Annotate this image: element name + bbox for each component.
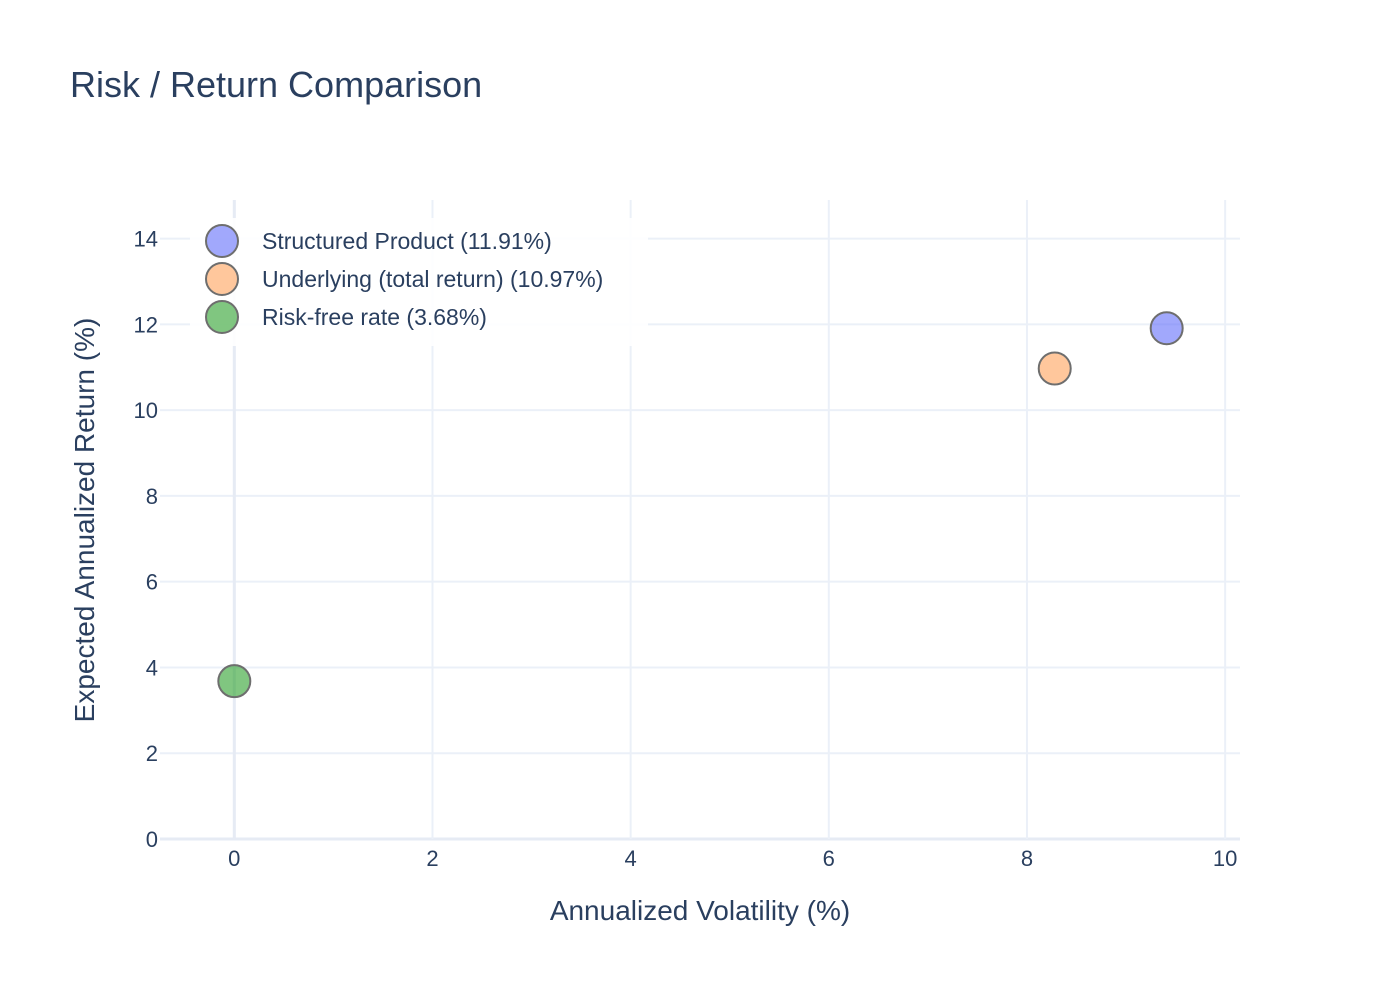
chart-title: Risk / Return Comparison <box>70 64 483 105</box>
y-tick-label: 6 <box>146 570 158 595</box>
data-point[interactable] <box>1037 351 1072 386</box>
y-tick-label: 0 <box>146 827 158 852</box>
legend[interactable]: Structured Product (11.91%) Underlying (t… <box>190 218 648 346</box>
data-points <box>217 311 1184 699</box>
y-tick-label: 4 <box>146 655 158 680</box>
legend-label[interactable]: Structured Product (11.91%) <box>262 228 552 254</box>
x-tick-label: 10 <box>1213 846 1237 871</box>
x-tick-label: 8 <box>1021 846 1033 871</box>
y-axis-title: Expected Annualized Return (%) <box>69 318 100 723</box>
data-point[interactable] <box>1149 311 1184 346</box>
x-axis-title: Annualized Volatility (%) <box>550 895 850 926</box>
y-tick-label: 10 <box>134 398 158 423</box>
x-tick-label: 4 <box>625 846 637 871</box>
legend-label[interactable]: Underlying (total return) (10.97%) <box>262 266 603 292</box>
axes: 0 2 4 6 8 10 12 14 0 2 4 6 8 10 <box>134 227 1238 871</box>
legend-marker[interactable] <box>205 262 239 296</box>
y-tick-label: 14 <box>134 227 158 252</box>
x-tick-label: 6 <box>823 846 835 871</box>
data-point[interactable] <box>217 664 252 699</box>
y-tick-label: 2 <box>146 741 158 766</box>
x-tick-label: 0 <box>228 846 240 871</box>
legend-label[interactable]: Risk-free rate (3.68%) <box>262 304 487 330</box>
legend-background <box>190 218 648 346</box>
legend-marker[interactable] <box>205 224 239 258</box>
y-tick-label: 12 <box>134 312 158 337</box>
legend-marker[interactable] <box>205 300 239 334</box>
y-tick-label: 8 <box>146 484 158 509</box>
x-tick-label: 2 <box>426 846 438 871</box>
